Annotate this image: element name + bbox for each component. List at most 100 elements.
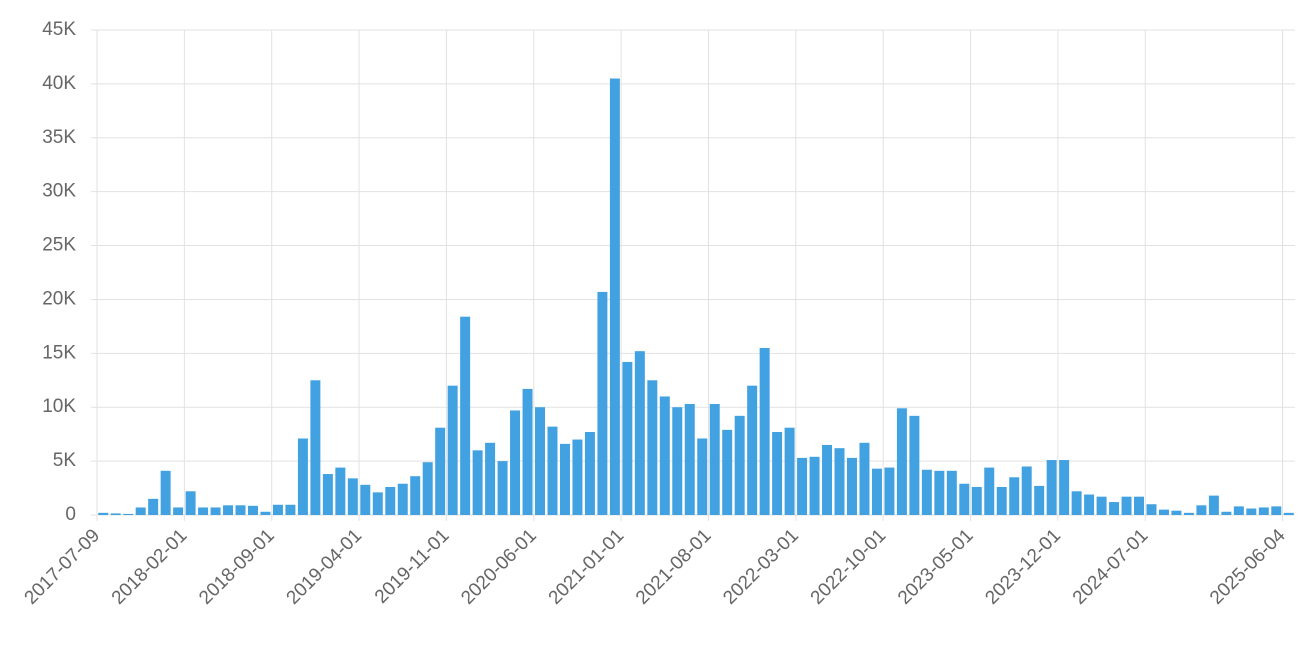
x-tick-label: 2020-06-01: [457, 525, 541, 609]
bar: [996, 486, 1007, 515]
bar: [572, 439, 583, 515]
x-tick-label: 2019-11-01: [371, 525, 454, 608]
x-tick-label: 2018-02-01: [108, 525, 192, 609]
bar: [959, 483, 970, 515]
bar: [971, 486, 982, 515]
y-tick-label: 10K: [42, 396, 76, 417]
bar: [135, 507, 146, 515]
bar: [397, 483, 408, 515]
bar: [822, 444, 833, 515]
y-tick-label: 40K: [42, 73, 76, 94]
bar: [198, 507, 209, 515]
bar: [634, 351, 645, 515]
bar: [210, 507, 221, 515]
bar: [834, 448, 845, 515]
bar: [797, 457, 808, 515]
bar: [310, 380, 321, 515]
bar: [1258, 507, 1269, 515]
bar: [235, 505, 246, 515]
bar: [584, 432, 595, 515]
bar: [659, 396, 670, 515]
bar: [871, 468, 882, 515]
bar: [1021, 466, 1032, 515]
bar: [510, 410, 521, 515]
bar: [522, 388, 533, 515]
bar: [472, 450, 483, 515]
bar: [1134, 496, 1145, 515]
bar: [285, 504, 296, 515]
bar: [946, 470, 957, 515]
bar: [447, 385, 458, 515]
bar: [1046, 460, 1057, 515]
bar: [272, 504, 283, 515]
y-tick-label: 20K: [42, 288, 76, 309]
bar: [734, 415, 745, 515]
bar: [1171, 510, 1182, 515]
bar: [98, 512, 109, 515]
bar: [747, 385, 758, 515]
bar: [1109, 502, 1120, 515]
x-tick-label: 2023-12-01: [981, 525, 1065, 609]
bar: [809, 456, 820, 515]
bar: [909, 415, 920, 515]
y-tick-label: 15K: [42, 342, 76, 363]
bar: [1071, 491, 1082, 515]
y-tick-label: 45K: [42, 19, 76, 40]
bar: [1096, 496, 1107, 515]
bar: [1084, 494, 1095, 515]
bar: [846, 457, 857, 515]
bar: [485, 442, 496, 515]
bar: [1221, 511, 1232, 515]
bar: [672, 407, 683, 515]
x-tick-label: 2022-10-01: [807, 525, 891, 609]
bar: [435, 427, 446, 515]
bar: [185, 491, 196, 515]
bar: [123, 513, 134, 515]
bar: [772, 432, 783, 515]
bar: [884, 467, 895, 515]
bar: [1059, 460, 1070, 515]
bar: [622, 361, 633, 515]
y-tick-label: 30K: [42, 181, 76, 202]
bar: [385, 486, 396, 515]
bar: [722, 429, 733, 515]
bar: [609, 78, 620, 515]
bar: [784, 427, 795, 515]
bar: [547, 426, 558, 515]
bar: [1121, 496, 1132, 515]
x-tick-label: 2018-09-01: [195, 525, 279, 609]
bar: [360, 484, 371, 515]
x-tick-label: 2023-05-01: [894, 525, 978, 609]
x-tick-label: 2021-01-01: [545, 525, 629, 609]
x-tick-label: 2025-06-04: [1206, 525, 1290, 609]
bar: [759, 347, 770, 515]
y-tick-label: 25K: [42, 235, 76, 256]
bar: [1009, 477, 1020, 515]
y-tick-label: 0: [65, 504, 76, 525]
bar: [497, 461, 508, 515]
bar: [535, 407, 546, 515]
bar: [1196, 505, 1207, 515]
bar: [921, 469, 932, 515]
y-tick-label: 5K: [53, 450, 77, 471]
bar: [1246, 508, 1257, 515]
bar: [173, 507, 184, 515]
bar: [460, 316, 471, 515]
bar: [559, 443, 570, 515]
bar: [1146, 504, 1157, 515]
bar: [247, 505, 258, 515]
bar: [697, 438, 708, 515]
bar: [1183, 512, 1194, 515]
bar: [422, 462, 433, 515]
bar: [859, 442, 870, 515]
x-tick-label: 2024-07-01: [1069, 525, 1153, 609]
bar: [223, 505, 234, 515]
bar: [410, 476, 421, 515]
bar: [110, 513, 121, 515]
x-tick-label: 2022-03-01: [719, 525, 803, 609]
bar: [297, 438, 308, 515]
x-tick-label: 2019-04-01: [283, 525, 367, 609]
bar: [1208, 495, 1219, 515]
